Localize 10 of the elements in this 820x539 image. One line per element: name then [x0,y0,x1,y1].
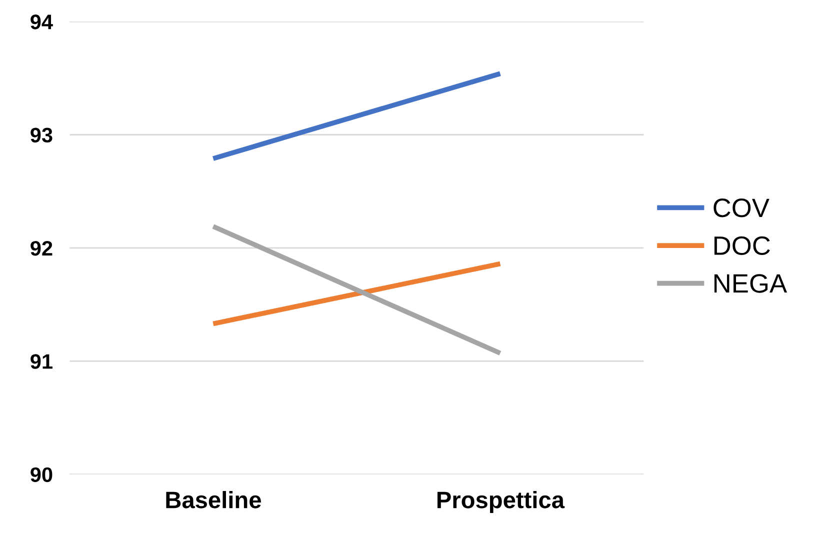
x-tick-label: Baseline [166,490,261,508]
x-tick-label: Prospettica [437,490,565,513]
y-tick-label: 93 [30,128,52,143]
legend-label: COV [714,198,770,218]
y-tick-label: 90 [30,467,52,482]
legend-label: DOC [714,236,770,256]
legend-label: NEGA [714,274,788,293]
y-tick-label: 91 [30,354,52,369]
y-tick-label: 94 [30,14,53,30]
y-tick-label: 92 [30,240,52,256]
